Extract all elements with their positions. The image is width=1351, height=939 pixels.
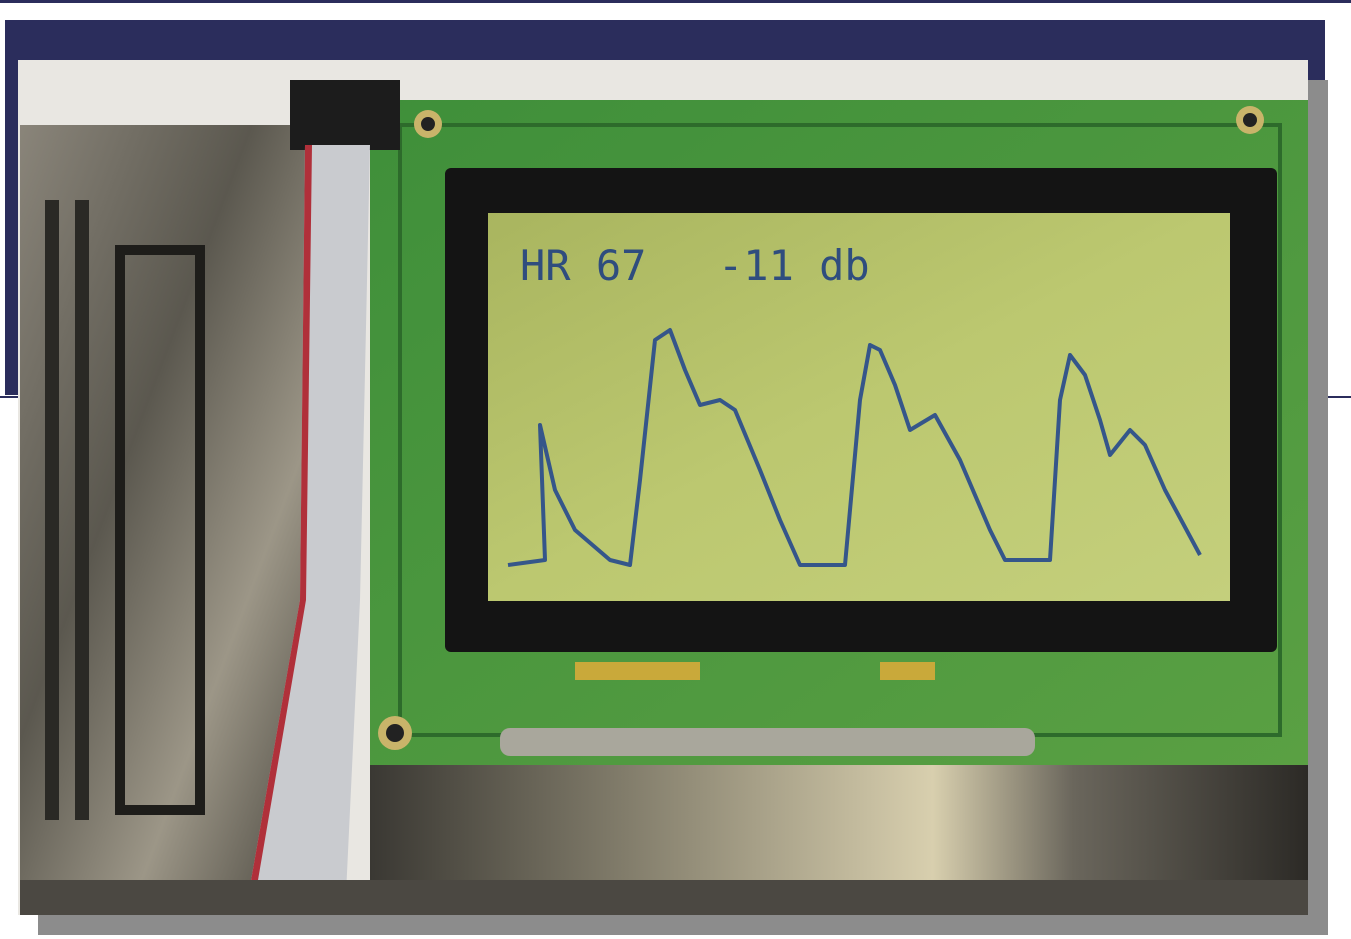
mount-hole bbox=[1243, 113, 1257, 127]
board-trace bbox=[75, 200, 89, 820]
metal-board bbox=[20, 125, 310, 895]
solder-pads bbox=[880, 662, 935, 680]
slide: HR 67 -11 db bbox=[0, 0, 1351, 939]
pin-header bbox=[500, 728, 1035, 756]
page: {"display": {"heart_rate": "HR 67", "lev… bbox=[0, 0, 1351, 939]
solder-pads bbox=[575, 662, 700, 680]
top-rule bbox=[0, 0, 1351, 3]
mount-hole bbox=[421, 117, 435, 131]
cable-connector bbox=[290, 80, 400, 150]
photo: HR 67 -11 db bbox=[18, 60, 1308, 915]
board-trace bbox=[45, 200, 59, 820]
lcd-text: HR 67 bbox=[520, 241, 646, 290]
metal-strip bbox=[370, 765, 1308, 895]
lcd-text: -11 db bbox=[718, 241, 870, 290]
mount-hole bbox=[386, 724, 404, 742]
photo-edge bbox=[20, 880, 1308, 915]
